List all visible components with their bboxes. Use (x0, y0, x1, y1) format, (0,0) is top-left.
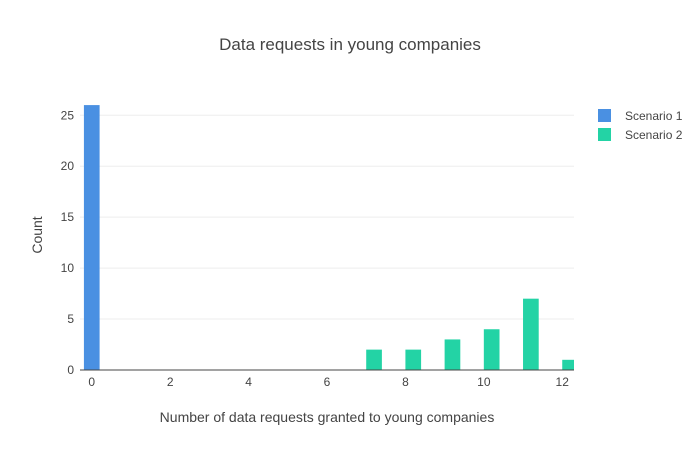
bar-series-2[interactable] (562, 359, 574, 370)
legend-item[interactable]: Scenario 1 (598, 109, 683, 123)
axes: 0 5 10 15 20 25 0 2 4 6 8 10 12 (61, 108, 574, 389)
grid-lines (80, 114, 574, 320)
x-tick-label: 10 (477, 375, 491, 389)
legend-swatch (598, 128, 611, 141)
y-tick-label: 25 (61, 108, 75, 122)
legend-label: Scenario 1 (625, 109, 683, 123)
x-tick-label: 12 (556, 375, 570, 389)
legend-label: Scenario 2 (625, 128, 683, 142)
x-tick-label: 0 (88, 375, 95, 389)
y-tick-label: 15 (61, 210, 75, 224)
x-tick-label: 8 (402, 375, 409, 389)
y-tick-label: 0 (67, 363, 74, 377)
bars (83, 105, 574, 371)
bar-series-1[interactable] (83, 105, 100, 371)
y-tick-label: 10 (61, 261, 75, 275)
y-tick-label: 20 (61, 159, 75, 173)
bar-series-2[interactable] (523, 298, 539, 370)
legend[interactable]: Scenario 1 Scenario 2 (598, 109, 683, 142)
y-axis-title: Count (29, 216, 45, 253)
bar-series-2[interactable] (444, 339, 461, 370)
bar-series-2[interactable] (405, 349, 422, 370)
legend-swatch (598, 109, 611, 122)
bar-series-2[interactable] (366, 349, 382, 370)
chart-title: Data requests in young companies (219, 35, 481, 54)
y-tick-label: 5 (67, 312, 74, 326)
x-tick-label: 6 (324, 375, 331, 389)
x-tick-label: 2 (167, 375, 174, 389)
legend-item[interactable]: Scenario 2 (598, 128, 683, 142)
x-axis-title: Number of data requests granted to young… (160, 409, 495, 425)
bar-series-2[interactable] (483, 329, 500, 370)
x-tick-label: 4 (245, 375, 252, 389)
